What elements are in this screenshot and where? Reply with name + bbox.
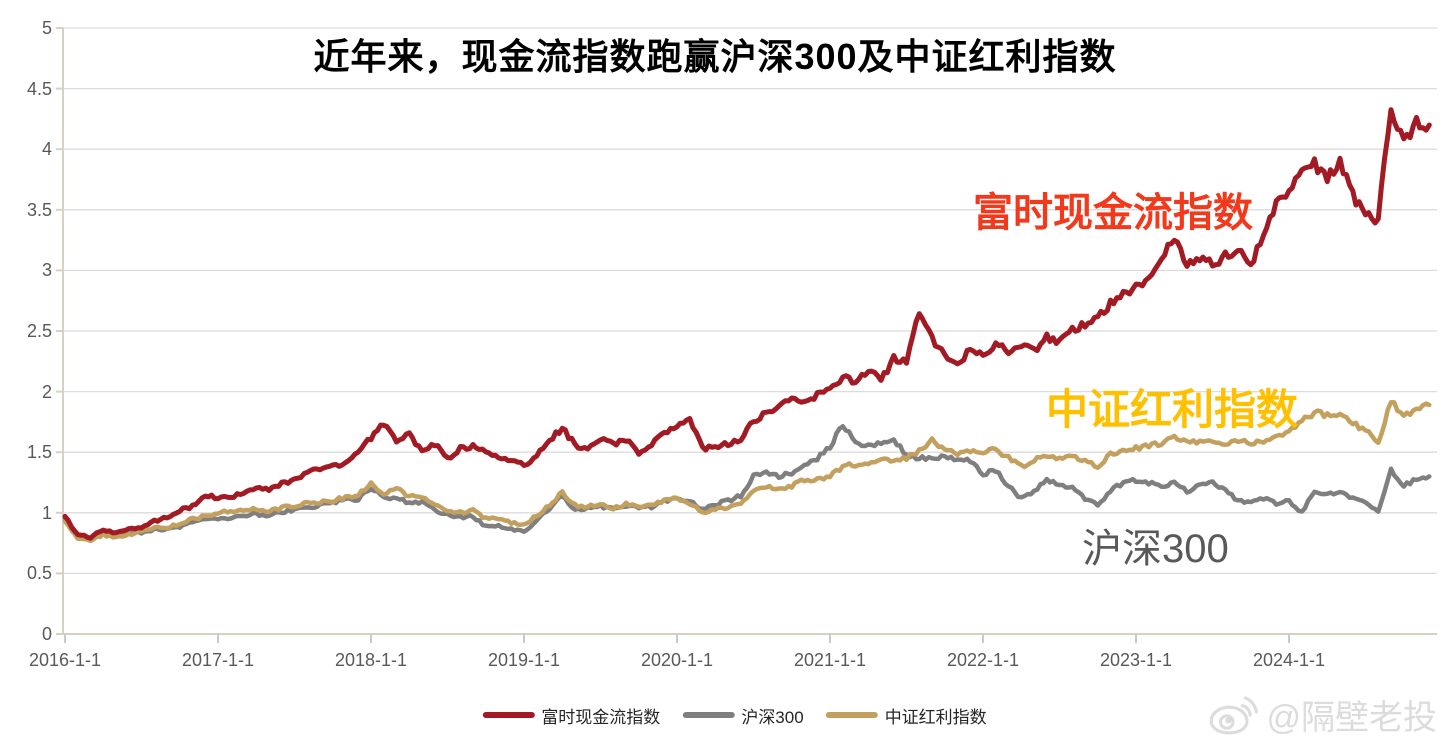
weibo-icon [1210,695,1259,734]
x-axis-label: 2017-1-1 [181,650,255,670]
legend-item: 中证红利指数 [825,703,987,728]
legend-label: 富时现金流指数 [541,707,661,727]
series-line-csi300 [62,424,1432,541]
y-axis-label: 4.5 [26,78,52,99]
y-axis-label: 2.5 [26,321,52,341]
legend-item: 富时现金流指数 [482,703,660,728]
legend-swatch [825,712,878,718]
x-axis-label: 2019-1-1 [487,650,561,670]
x-axis-label: 2021-1-1 [793,650,867,670]
y-axis-label: 3.5 [26,199,52,220]
y-axis-label: 3 [41,260,52,281]
y-axis-label: 0.5 [26,563,52,584]
x-axis-label: 2022-1-1 [946,650,1020,670]
legend-swatch [682,712,735,718]
legend-label: 沪深300 [741,707,804,727]
y-axis-label: 1.5 [26,442,52,463]
y-axis-label: 2 [41,381,52,402]
legend-swatch [482,712,535,718]
x-axis-label: 2024-1-1 [1252,650,1326,670]
y-axis-label: 5 [41,18,52,38]
x-axis-label: 2020-1-1 [640,650,714,670]
annotation-dividend-index: 中证红利指数 [1046,386,1299,433]
y-axis-label: 4 [41,139,52,160]
y-axis-label: 0 [41,624,52,644]
series-line-dividend [62,400,1432,544]
legend-item: 沪深300 [682,703,804,728]
series-line-cashflow [62,107,1432,541]
annotation-cashflow-index: 富时现金流指数 [973,191,1253,235]
chart-title: 近年来，现金流指数跑赢沪深300及中证红利指数 [313,36,1117,77]
y-axis-label: 1 [41,502,52,523]
legend-label: 中证红利指数 [884,707,987,727]
watermark-text: @隔壁老投 [1266,699,1437,737]
legend: 富时现金流指数 沪深300 中证红利指数 [482,702,987,728]
x-axis-label: 2023-1-1 [1099,650,1173,670]
x-axis-label: 2016-1-1 [28,650,102,670]
annotation-csi300: 沪深300 [1082,527,1229,571]
x-axis-label: 2018-1-1 [334,650,408,670]
watermark: @隔壁老投 [1208,690,1437,739]
